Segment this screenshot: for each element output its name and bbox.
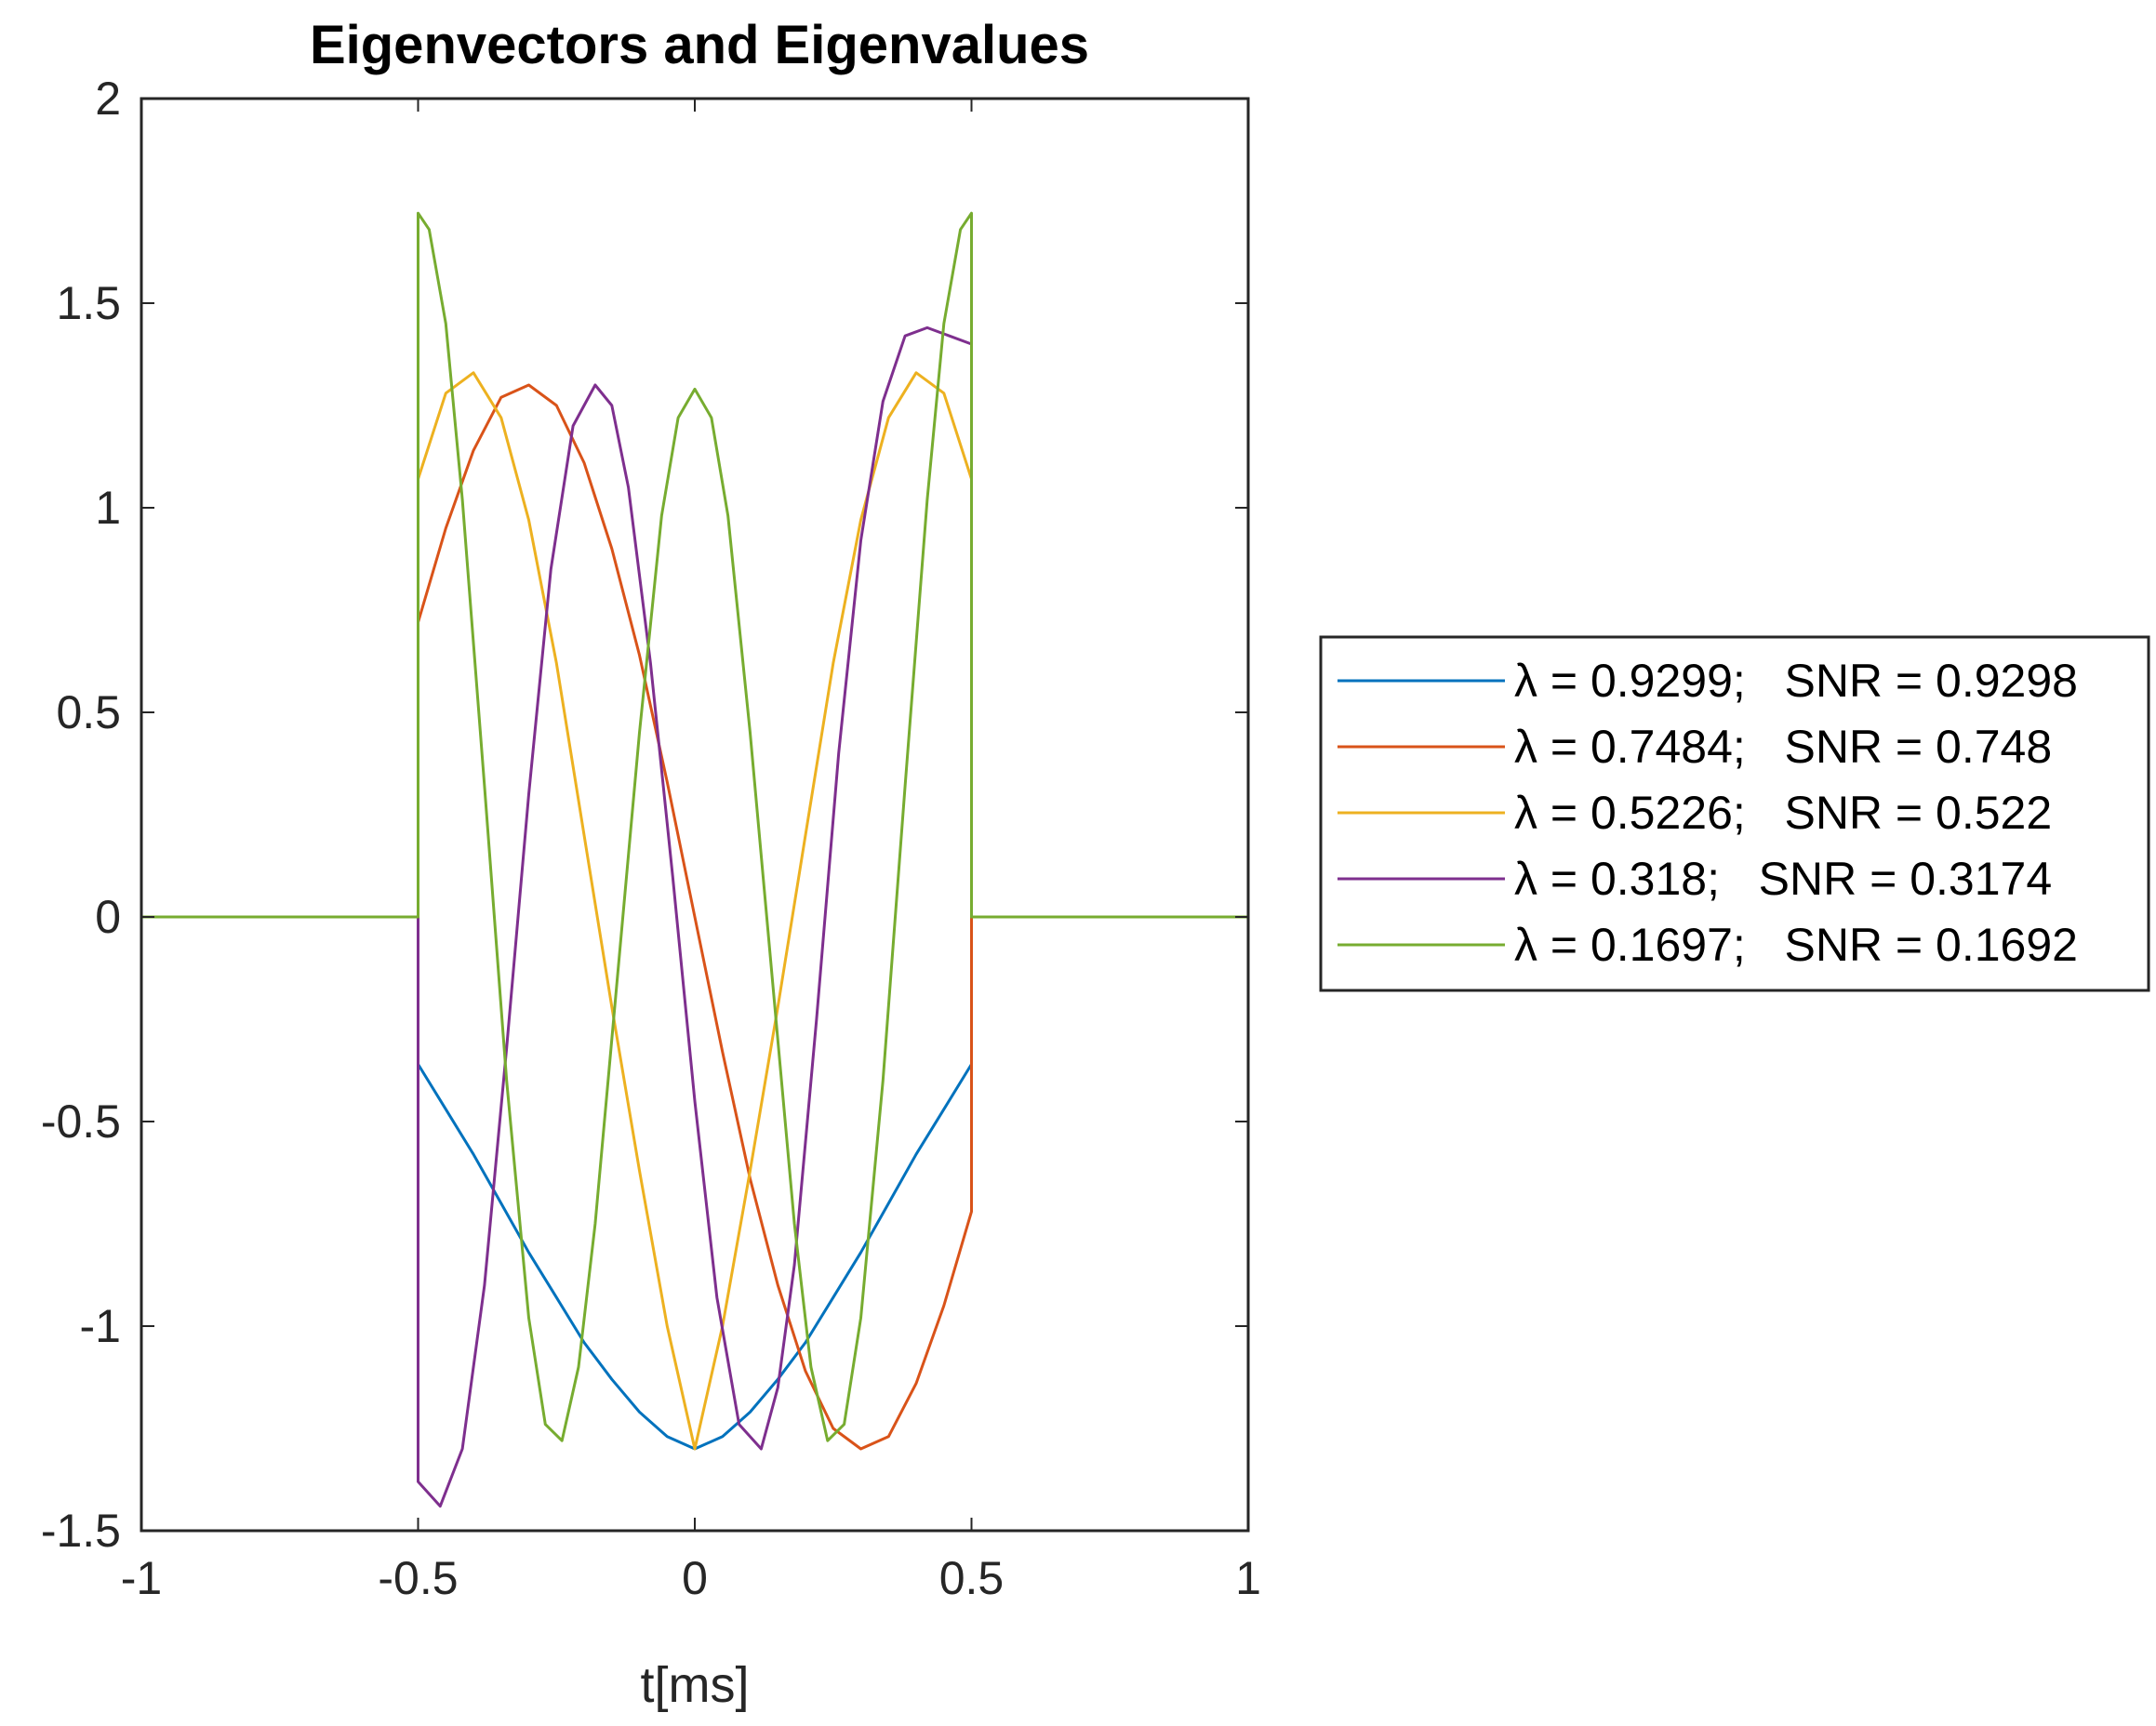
plot-area bbox=[141, 99, 1248, 1531]
legend-label-3: λ = 0.5226; SNR = 0.522 bbox=[1514, 787, 2052, 839]
legend: λ = 0.9299; SNR = 0.9298 λ = 0.7484; SNR … bbox=[1319, 635, 2150, 992]
series-layer bbox=[141, 211, 1248, 1508]
y-tick-label: 1.5 bbox=[56, 277, 121, 329]
x-tick-label: -1 bbox=[121, 1552, 162, 1604]
legend-label-4: λ = 0.318; SNR = 0.3174 bbox=[1514, 853, 2052, 905]
y-tick-label: 2 bbox=[95, 73, 121, 125]
y-tick-label: 0 bbox=[95, 891, 121, 943]
x-axis-label: t[ms] bbox=[641, 1657, 750, 1713]
y-tick-label: 0.5 bbox=[56, 686, 121, 738]
series-line-4 bbox=[141, 325, 1248, 1508]
tick-layer: -1 -0.5 0 0.5 1-1.5-1-0.500.511.52 bbox=[41, 73, 1261, 1604]
chart-title: Eigenvectors and Eigenvalues bbox=[310, 15, 1089, 75]
series-line-5 bbox=[141, 211, 1248, 1442]
y-tick-label: -1 bbox=[80, 1300, 121, 1352]
y-tick-label: -1.5 bbox=[41, 1505, 121, 1557]
legend-label-1: λ = 0.9299; SNR = 0.9298 bbox=[1514, 655, 2078, 707]
x-tick-label: 1 bbox=[1235, 1552, 1261, 1604]
x-tick-label: -0.5 bbox=[378, 1552, 458, 1604]
y-tick-label: -0.5 bbox=[41, 1095, 121, 1148]
series-line-2 bbox=[141, 383, 1248, 1451]
series-line-3 bbox=[141, 371, 1248, 1451]
x-tick-label: 0.5 bbox=[939, 1552, 1005, 1604]
y-tick-label: 1 bbox=[95, 482, 121, 534]
legend-label-5: λ = 0.1697; SNR = 0.1692 bbox=[1514, 919, 2078, 971]
legend-label-2: λ = 0.7484; SNR = 0.748 bbox=[1514, 721, 2052, 773]
x-tick-label: 0 bbox=[682, 1552, 708, 1604]
